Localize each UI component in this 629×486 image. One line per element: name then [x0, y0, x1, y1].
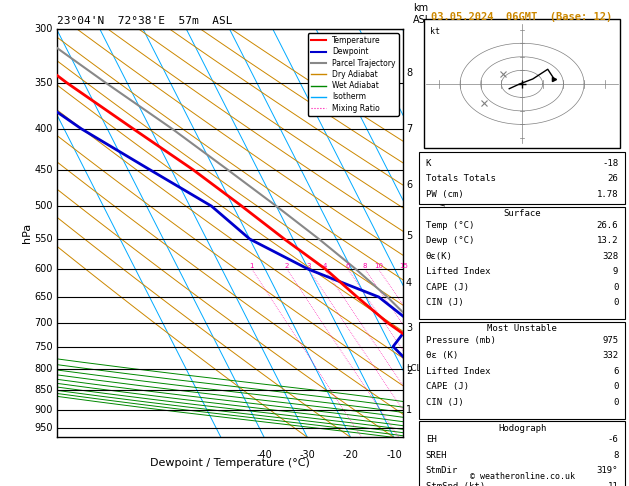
Text: SREH: SREH [426, 451, 447, 460]
Text: 26: 26 [608, 174, 618, 183]
Text: kt: kt [430, 27, 440, 36]
Text: 8: 8 [363, 263, 367, 269]
Text: 0: 0 [613, 398, 618, 407]
Text: 750: 750 [35, 342, 53, 351]
Text: -18: -18 [602, 159, 618, 168]
Text: 850: 850 [35, 385, 53, 395]
Bar [420, 207, 625, 319]
Text: Lifted Index: Lifted Index [426, 367, 491, 376]
Text: -6: -6 [608, 435, 618, 444]
Text: 6: 6 [613, 367, 618, 376]
Bar [420, 421, 625, 486]
Text: 13.2: 13.2 [597, 236, 618, 245]
Text: Totals Totals: Totals Totals [426, 174, 496, 183]
Text: 400: 400 [35, 124, 53, 134]
Text: 23°04'N  72°38'E  57m  ASL: 23°04'N 72°38'E 57m ASL [57, 16, 232, 26]
Text: Hodograph: Hodograph [498, 424, 546, 433]
Text: 500: 500 [35, 201, 53, 211]
Text: 1.78: 1.78 [597, 190, 618, 199]
Text: -30: -30 [299, 450, 315, 460]
Text: 6: 6 [406, 180, 412, 190]
Text: -10: -10 [386, 450, 402, 460]
Text: © weatheronline.co.uk: © weatheronline.co.uk [470, 472, 574, 481]
Text: CIN (J): CIN (J) [426, 398, 464, 407]
Text: 650: 650 [35, 292, 53, 302]
Text: CAPE (J): CAPE (J) [426, 283, 469, 292]
Text: 4: 4 [406, 278, 412, 288]
Text: PW (cm): PW (cm) [426, 190, 464, 199]
Text: 15: 15 [399, 263, 408, 269]
Text: km
ASL: km ASL [413, 3, 431, 25]
Text: StmDir: StmDir [426, 467, 458, 475]
Text: 0: 0 [613, 283, 618, 292]
Text: 1: 1 [406, 405, 412, 415]
Text: 2: 2 [406, 366, 412, 376]
Text: Lifted Index: Lifted Index [426, 267, 491, 276]
Text: 1: 1 [250, 263, 254, 269]
Text: EH: EH [426, 435, 437, 444]
Text: 300: 300 [35, 24, 53, 34]
Text: 0: 0 [613, 382, 618, 391]
Text: θε (K): θε (K) [426, 351, 458, 360]
Text: -20: -20 [343, 450, 359, 460]
Text: 950: 950 [35, 423, 53, 434]
Text: CIN (J): CIN (J) [426, 298, 464, 307]
Text: 350: 350 [35, 78, 53, 87]
Bar [420, 152, 625, 204]
Text: 550: 550 [35, 234, 53, 244]
Text: 332: 332 [602, 351, 618, 360]
Text: Temp (°C): Temp (°C) [426, 221, 474, 229]
Text: 4: 4 [323, 263, 326, 269]
Text: 25: 25 [433, 263, 442, 269]
Text: 0: 0 [613, 298, 618, 307]
Text: 6: 6 [345, 263, 350, 269]
Text: 800: 800 [35, 364, 53, 374]
Text: 700: 700 [35, 318, 53, 328]
Text: 26.6: 26.6 [597, 221, 618, 229]
Text: 319°: 319° [597, 467, 618, 475]
Text: 900: 900 [35, 405, 53, 415]
Text: Most Unstable: Most Unstable [487, 324, 557, 333]
Text: Surface: Surface [503, 209, 541, 218]
Text: 328: 328 [602, 252, 618, 260]
Text: 450: 450 [35, 165, 53, 174]
Text: 0: 0 [434, 450, 440, 460]
Text: 10: 10 [374, 263, 383, 269]
Text: 3: 3 [406, 323, 412, 332]
Text: Mixing Ratio (g/kg): Mixing Ratio (g/kg) [437, 187, 447, 279]
Text: 2: 2 [285, 263, 289, 269]
Text: -40: -40 [256, 450, 272, 460]
Text: 11: 11 [608, 482, 618, 486]
Legend: Temperature, Dewpoint, Parcel Trajectory, Dry Adiabat, Wet Adiabat, Isotherm, Mi: Temperature, Dewpoint, Parcel Trajectory… [308, 33, 399, 116]
Text: LCL: LCL [406, 364, 421, 373]
Text: 3: 3 [306, 263, 311, 269]
Text: Pressure (mb): Pressure (mb) [426, 336, 496, 345]
X-axis label: Dewpoint / Temperature (°C): Dewpoint / Temperature (°C) [150, 458, 309, 468]
Text: K: K [426, 159, 431, 168]
Text: 5: 5 [406, 231, 412, 241]
Text: hPa: hPa [23, 223, 33, 243]
Text: 600: 600 [35, 264, 53, 274]
Text: 20: 20 [418, 263, 427, 269]
Text: 10: 10 [474, 450, 486, 460]
Text: 9: 9 [613, 267, 618, 276]
Text: CAPE (J): CAPE (J) [426, 382, 469, 391]
Text: 975: 975 [602, 336, 618, 345]
Bar [420, 322, 625, 419]
Text: 03.05.2024  06GMT  (Base: 12): 03.05.2024 06GMT (Base: 12) [431, 12, 613, 22]
Text: StmSpd (kt): StmSpd (kt) [426, 482, 485, 486]
Text: Dewp (°C): Dewp (°C) [426, 236, 474, 245]
Text: θε(K): θε(K) [426, 252, 453, 260]
Text: 20: 20 [518, 450, 530, 460]
Text: 8: 8 [613, 451, 618, 460]
Text: 7: 7 [406, 124, 412, 134]
Text: 8: 8 [406, 68, 412, 77]
Bar [424, 19, 620, 148]
Text: 30: 30 [561, 450, 573, 460]
